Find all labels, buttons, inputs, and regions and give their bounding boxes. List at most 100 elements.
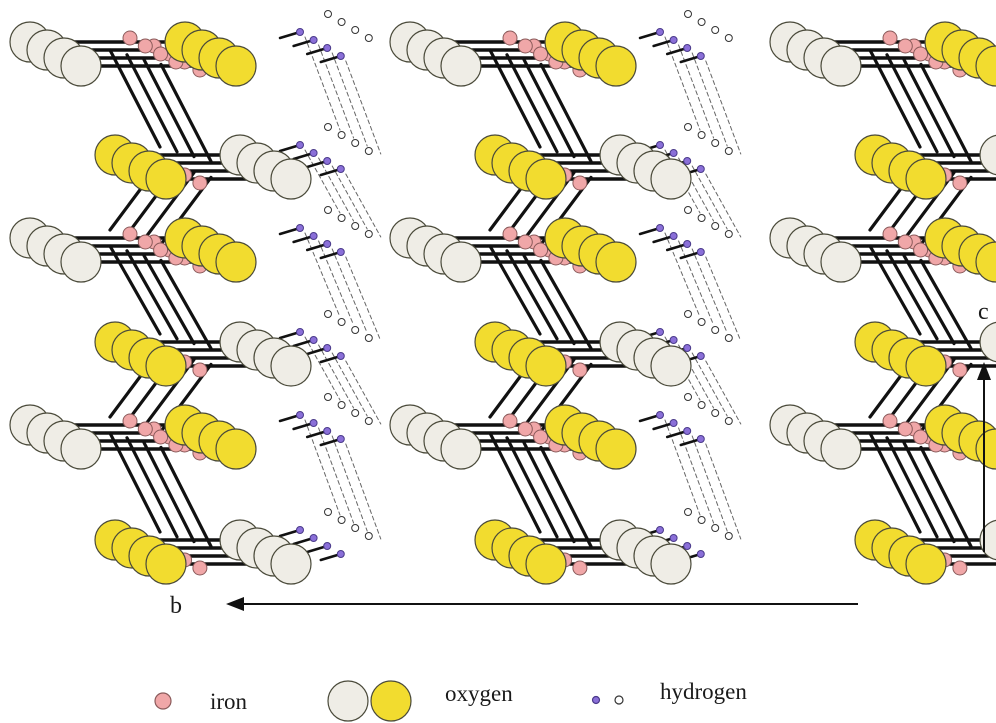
axis-c-label: c — [978, 299, 989, 325]
hydrogen-bond — [304, 149, 341, 214]
oxygen-atom — [979, 321, 996, 363]
iron-atom — [913, 429, 929, 445]
fe-o-bond — [919, 258, 973, 350]
legend-hydrogen-label: hydrogen — [660, 679, 747, 704]
hydrogen-atom — [336, 550, 345, 558]
hydrogen-atom — [336, 435, 345, 443]
hydrogen-atom — [309, 232, 318, 240]
legend-hydrogen-open-icon — [614, 695, 624, 705]
oxygen-atom — [975, 45, 996, 87]
hydrogen-bond — [678, 44, 715, 139]
axis-c-arrow — [977, 362, 991, 552]
iron-atom — [502, 226, 518, 242]
hydrogen-bond — [304, 419, 341, 516]
fe-o-bond — [108, 244, 162, 336]
hydrogen-atom — [351, 409, 360, 417]
oxygen-atom — [60, 45, 102, 87]
hydrogen-atom — [724, 34, 733, 42]
hydrogen-atom — [656, 28, 664, 36]
iron-atom — [192, 362, 208, 378]
oxygen-atom — [905, 543, 947, 585]
hydrogen-atom — [336, 352, 345, 360]
iron-atom — [517, 234, 533, 250]
fe-o-bond — [539, 258, 593, 350]
hydrogen-atom — [697, 318, 706, 326]
oxygen-atom — [905, 158, 947, 200]
hydrogen-atom — [656, 328, 664, 336]
oxygen-atom — [440, 428, 482, 470]
hydrogen-atom — [724, 417, 733, 425]
hydrogen-atom — [336, 165, 345, 173]
hydrogen-bond — [318, 240, 355, 326]
hydrogen-atom — [669, 232, 678, 240]
iron-atom — [137, 421, 153, 437]
hydrogen-atom — [711, 524, 720, 532]
iron-atom — [122, 30, 138, 46]
hydrogen-atom — [696, 352, 705, 360]
hydrogen-bond — [678, 157, 715, 222]
axis-b-label: b — [170, 593, 182, 619]
hydrogen-atom — [336, 52, 345, 60]
iron-atom — [913, 242, 929, 258]
iron-atom — [122, 226, 138, 242]
hydrogen-atom — [323, 542, 332, 550]
hydrogen-bond — [304, 232, 341, 318]
axis-b-arrow — [226, 597, 858, 611]
oxygen-atom — [979, 134, 996, 176]
oxygen-atom — [440, 45, 482, 87]
hydrogen-atom — [364, 34, 373, 42]
hydrogen-atom — [683, 542, 692, 550]
iron-atom — [122, 413, 138, 429]
fe-o-bond — [885, 249, 939, 341]
fe-o-bond — [159, 445, 213, 549]
fe-o-bond — [142, 254, 196, 346]
hydrogen-bond — [318, 427, 355, 524]
hydrogen-atom — [683, 427, 692, 435]
oxygen-atom — [650, 543, 692, 585]
hydrogen-atom — [669, 419, 678, 427]
hydrogen-atom — [724, 147, 733, 155]
oxygen-atom — [595, 241, 637, 283]
fe-o-bond — [125, 249, 179, 341]
iron-atom — [153, 429, 169, 445]
hydrogen-atom — [669, 36, 678, 44]
oxygen-atom — [270, 158, 312, 200]
hydrogen-atom — [324, 10, 332, 18]
oxygen-atom — [820, 428, 862, 470]
fe-o-bond — [868, 244, 922, 336]
hydrogen-atom — [724, 334, 733, 342]
oxygen-atom — [975, 428, 996, 470]
oxygen-atom — [525, 543, 567, 585]
hydrogen-atom — [364, 417, 373, 425]
fe-o-bond — [159, 62, 213, 163]
hydrogen-atom — [351, 524, 360, 532]
hydrogen-atom — [323, 157, 332, 165]
oxygen-atom — [595, 45, 637, 87]
hydrogen-atom — [364, 334, 373, 342]
hydrogen-bond — [705, 256, 742, 342]
iron-atom — [882, 30, 898, 46]
iron-atom — [137, 234, 153, 250]
hydrogen-atom — [711, 222, 720, 230]
iron-atom — [533, 46, 549, 62]
oxygen-atom — [595, 428, 637, 470]
oxygen-atom — [820, 45, 862, 87]
hydrogen-atom — [724, 230, 733, 238]
hydrogen-atom — [683, 157, 692, 165]
hydrogen-bond — [705, 173, 742, 238]
hydrogen-atom — [711, 409, 720, 417]
hydrogen-atom — [684, 10, 692, 18]
iron-atom — [517, 38, 533, 54]
oxygen-atom — [145, 543, 187, 585]
iron-atom — [517, 421, 533, 437]
hydrogen-bond — [331, 248, 368, 334]
hydrogen-atom — [337, 401, 346, 409]
hydrogen-atom — [337, 214, 346, 222]
hydrogen-atom — [309, 149, 318, 157]
hydrogen-bond — [678, 240, 715, 326]
hydrogen-atom — [669, 336, 678, 344]
oxygen-atom — [60, 428, 102, 470]
oxygen-atom — [270, 345, 312, 387]
hydrogen-atom — [684, 310, 692, 318]
